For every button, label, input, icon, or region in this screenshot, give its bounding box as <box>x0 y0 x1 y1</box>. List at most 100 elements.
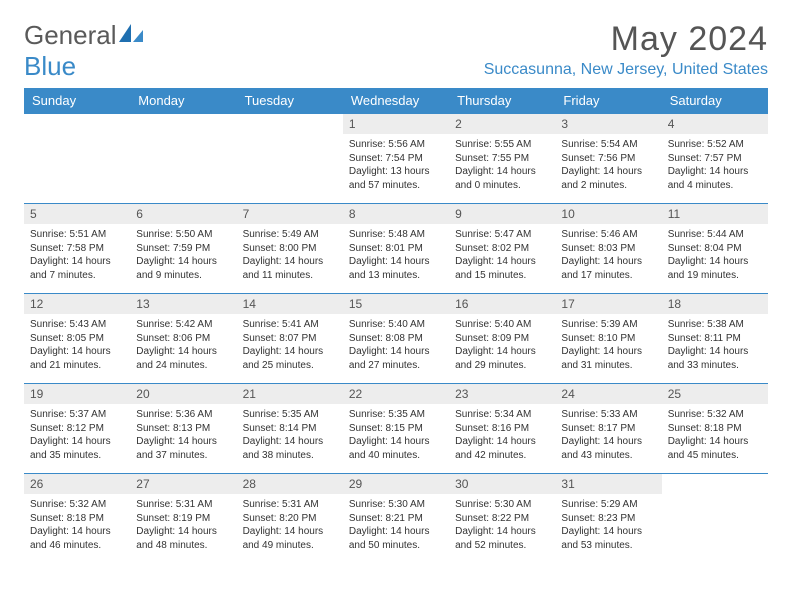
sunset-text: Sunset: 7:54 PM <box>349 152 443 166</box>
day-cell: 1Sunrise: 5:56 AMSunset: 7:54 PMDaylight… <box>343 114 449 204</box>
sunset-text: Sunset: 8:12 PM <box>30 422 124 436</box>
sunrise-text: Sunrise: 5:38 AM <box>668 318 762 332</box>
daylight-text: Daylight: 14 hours and 11 minutes. <box>243 255 337 282</box>
sunrise-text: Sunrise: 5:42 AM <box>136 318 230 332</box>
dow-friday: Friday <box>555 88 661 114</box>
day-number: 23 <box>449 384 555 404</box>
dow-thursday: Thursday <box>449 88 555 114</box>
daylight-text: Daylight: 14 hours and 53 minutes. <box>561 525 655 552</box>
sunset-text: Sunset: 8:17 PM <box>561 422 655 436</box>
sunrise-text: Sunrise: 5:37 AM <box>30 408 124 422</box>
sunset-text: Sunset: 8:09 PM <box>455 332 549 346</box>
daylight-text: Daylight: 14 hours and 15 minutes. <box>455 255 549 282</box>
week-row: 26Sunrise: 5:32 AMSunset: 8:18 PMDayligh… <box>24 474 768 564</box>
daylight-text: Daylight: 14 hours and 52 minutes. <box>455 525 549 552</box>
day-number: 6 <box>130 204 236 224</box>
sunset-text: Sunset: 8:06 PM <box>136 332 230 346</box>
dow-tuesday: Tuesday <box>237 88 343 114</box>
day-cell: 25Sunrise: 5:32 AMSunset: 8:18 PMDayligh… <box>662 384 768 474</box>
logo: GeneralBlue <box>24 20 145 82</box>
week-row: 19Sunrise: 5:37 AMSunset: 8:12 PMDayligh… <box>24 384 768 474</box>
daylight-text: Daylight: 14 hours and 13 minutes. <box>349 255 443 282</box>
day-number: 18 <box>662 294 768 314</box>
day-number: 28 <box>237 474 343 494</box>
daylight-text: Daylight: 14 hours and 33 minutes. <box>668 345 762 372</box>
sunset-text: Sunset: 8:19 PM <box>136 512 230 526</box>
sunrise-text: Sunrise: 5:46 AM <box>561 228 655 242</box>
sunrise-text: Sunrise: 5:49 AM <box>243 228 337 242</box>
sunset-text: Sunset: 8:01 PM <box>349 242 443 256</box>
calendar-head: SundayMondayTuesdayWednesdayThursdayFrid… <box>24 88 768 114</box>
sunrise-text: Sunrise: 5:30 AM <box>349 498 443 512</box>
sunset-text: Sunset: 8:18 PM <box>30 512 124 526</box>
sunrise-text: Sunrise: 5:31 AM <box>243 498 337 512</box>
day-number: 2 <box>449 114 555 134</box>
daylight-text: Daylight: 14 hours and 4 minutes. <box>668 165 762 192</box>
day-cell: 9Sunrise: 5:47 AMSunset: 8:02 PMDaylight… <box>449 204 555 294</box>
day-cell: 29Sunrise: 5:30 AMSunset: 8:21 PMDayligh… <box>343 474 449 564</box>
sunset-text: Sunset: 8:08 PM <box>349 332 443 346</box>
week-row: 5Sunrise: 5:51 AMSunset: 7:58 PMDaylight… <box>24 204 768 294</box>
day-cell <box>130 114 236 204</box>
day-cell: 28Sunrise: 5:31 AMSunset: 8:20 PMDayligh… <box>237 474 343 564</box>
day-cell: 2Sunrise: 5:55 AMSunset: 7:55 PMDaylight… <box>449 114 555 204</box>
day-number: 17 <box>555 294 661 314</box>
day-cell: 21Sunrise: 5:35 AMSunset: 8:14 PMDayligh… <box>237 384 343 474</box>
day-number: 27 <box>130 474 236 494</box>
sunset-text: Sunset: 8:03 PM <box>561 242 655 256</box>
day-cell <box>662 474 768 564</box>
logo-part1: General <box>24 20 117 50</box>
calendar-body: 1 Sunrise: 5:56 AMSunset: 7:54 PM Daylight… <box>24 114 768 564</box>
sunrise-text: Sunrise: 5:32 AM <box>30 498 124 512</box>
day-number: 12 <box>24 294 130 314</box>
day-cell <box>237 114 343 204</box>
day-number: 20 <box>130 384 236 404</box>
day-cell: 7 Sunrise: 5:49 AMSunset: 8:00 PMDaylight… <box>237 204 343 294</box>
sunset-text: Sunset: 7:56 PM <box>561 152 655 166</box>
day-cell: 4Sunrise: 5:52 AMSunset: 7:57 PMDaylight… <box>662 114 768 204</box>
day-cell: 3Sunrise: 5:54 AMSunset: 7:56 PMDaylight… <box>555 114 661 204</box>
day-number: 30 <box>449 474 555 494</box>
day-number: 15 <box>343 294 449 314</box>
day-cell: 14Sunrise: 5:41 AMSunset: 8:07 PMDayligh… <box>237 294 343 384</box>
sunset-text: Sunset: 8:21 PM <box>349 512 443 526</box>
sunset-text: Sunset: 8:22 PM <box>455 512 549 526</box>
sunrise-text: Sunrise: 5:29 AM <box>561 498 655 512</box>
day-cell: 15Sunrise: 5:40 AMSunset: 8:08 PMDayligh… <box>343 294 449 384</box>
day-number: 14 <box>237 294 343 314</box>
dow-saturday: Saturday <box>662 88 768 114</box>
sunrise-text: Sunrise: 5:32 AM <box>668 408 762 422</box>
sunrise-text: Sunrise: 5:41 AM <box>243 318 337 332</box>
sunset-text: Sunset: 8:05 PM <box>30 332 124 346</box>
sunset-text: Sunset: 7:58 PM <box>30 242 124 256</box>
sunrise-text: Sunrise: 5:39 AM <box>561 318 655 332</box>
daylight-text: Daylight: 14 hours and 25 minutes. <box>243 345 337 372</box>
day-cell: 23Sunrise: 5:34 AMSunset: 8:16 PMDayligh… <box>449 384 555 474</box>
day-number: 25 <box>662 384 768 404</box>
day-cell: 12Sunrise: 5:43 AMSunset: 8:05 PMDayligh… <box>24 294 130 384</box>
day-number: 1 <box>343 114 449 134</box>
sunset-text: Sunset: 8:16 PM <box>455 422 549 436</box>
day-cell: 16Sunrise: 5:40 AMSunset: 8:09 PMDayligh… <box>449 294 555 384</box>
sunset-text: Sunset: 7:57 PM <box>668 152 762 166</box>
sunrise-text: Sunrise: 5:40 AM <box>455 318 549 332</box>
day-number: 9 <box>449 204 555 224</box>
daylight-text: Daylight: 14 hours and 35 minutes. <box>30 435 124 462</box>
sunset-text: Sunset: 8:00 PM <box>243 242 337 256</box>
sunset-text: Sunset: 8:13 PM <box>136 422 230 436</box>
sunrise-text: Sunrise: 5:47 AM <box>455 228 549 242</box>
day-number: 29 <box>343 474 449 494</box>
sunset-text: Sunset: 7:55 PM <box>455 152 549 166</box>
day-cell: 19Sunrise: 5:37 AMSunset: 8:12 PMDayligh… <box>24 384 130 474</box>
day-number: 22 <box>343 384 449 404</box>
day-cell: 22Sunrise: 5:35 AMSunset: 8:15 PMDayligh… <box>343 384 449 474</box>
day-cell: 20Sunrise: 5:36 AMSunset: 8:13 PMDayligh… <box>130 384 236 474</box>
dow-sunday: Sunday <box>24 88 130 114</box>
day-number: 21 <box>237 384 343 404</box>
month-title: May 2024 <box>484 20 768 59</box>
daylight-text: Daylight: 14 hours and 27 minutes. <box>349 345 443 372</box>
sunrise-text: Sunrise: 5:56 AM <box>349 138 443 152</box>
day-number: 7 <box>237 204 343 224</box>
day-number: 3 <box>555 114 661 134</box>
sunset-text: Sunset: 8:20 PM <box>243 512 337 526</box>
